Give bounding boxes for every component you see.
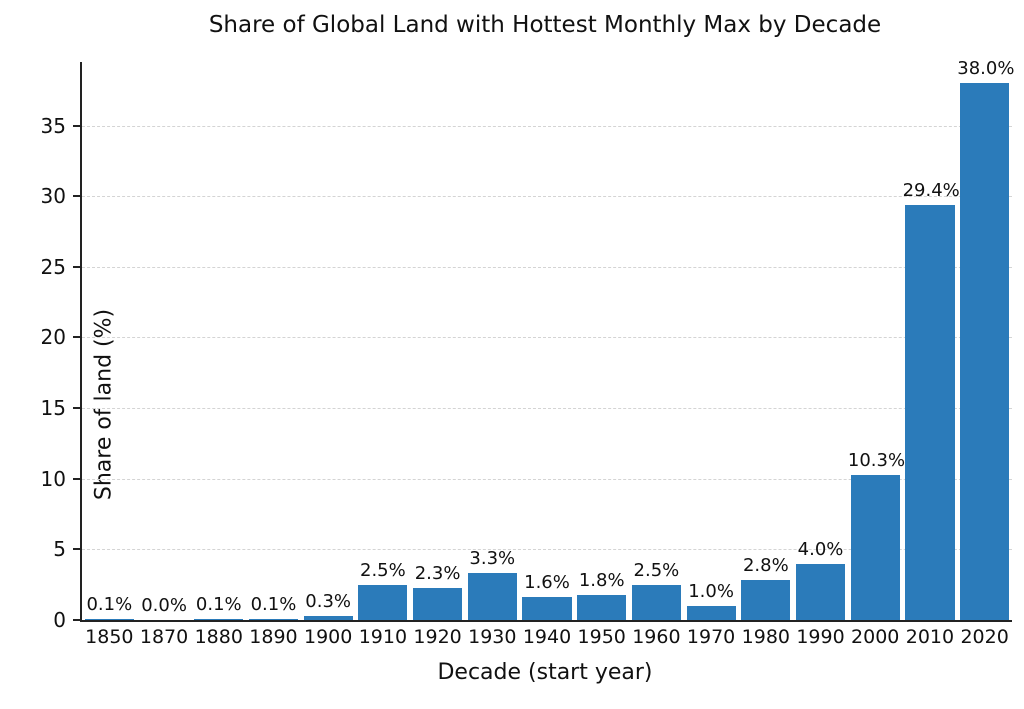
bar-value-label: 4.0%	[797, 538, 844, 560]
x-tick-label: 1870	[139, 626, 189, 648]
bar	[412, 587, 463, 620]
bar-value-label: 2.3%	[414, 562, 461, 584]
y-gridline	[82, 196, 1012, 198]
bar	[577, 594, 627, 620]
bar	[631, 584, 682, 620]
bar-value-label: 38.0%	[957, 58, 1015, 80]
plot-area: Share of land (%) 0 5 10 15 20 25 30 35 0.1% 1850…	[41, 58, 1015, 648]
y-tick-label: 15	[40, 396, 66, 421]
x-tick-label: 2000	[851, 626, 900, 648]
bar-value-label: 10.3%	[847, 449, 906, 471]
y-tick-label: 20	[40, 325, 66, 350]
y-tick-label: 5	[53, 537, 66, 562]
y-tick-label: 0	[53, 608, 66, 632]
x-tick-label: 1920	[413, 626, 462, 648]
y-tick-mark	[73, 619, 80, 621]
y-gridline	[82, 478, 1012, 480]
x-tick-label: 1910	[358, 626, 408, 648]
bar	[795, 563, 846, 620]
bar	[467, 573, 517, 620]
bar-value-label: 1.6%	[524, 572, 570, 594]
x-tick-label: 1990	[796, 626, 845, 648]
bar	[686, 605, 736, 620]
y-gridline	[82, 408, 1012, 410]
y-tick-label: 35	[40, 113, 66, 138]
bar	[248, 618, 299, 620]
bar-value-label: 3.3%	[469, 548, 516, 570]
y-gridline	[82, 549, 1012, 551]
bar	[358, 584, 408, 620]
y-tick-mark	[73, 124, 80, 127]
y-axis-label: Share of land (%)	[91, 308, 117, 501]
bar-value-label: 2.8%	[742, 555, 789, 577]
x-tick-label: 1960	[632, 626, 681, 648]
bar	[741, 580, 791, 620]
bar-value-label: 0.1%	[250, 593, 297, 615]
x-tick-label: 1850	[85, 626, 134, 648]
x-tick-label: 1940	[522, 626, 572, 648]
y-gridline	[82, 266, 1012, 268]
bar-value-label: 0.1%	[86, 593, 133, 615]
x-tick-label: 1950	[577, 626, 626, 648]
x-tick-label: 2020	[960, 626, 1009, 648]
bar-value-label: 0.0%	[141, 595, 187, 616]
y-tick-mark	[73, 195, 80, 198]
x-tick-label: 1970	[686, 626, 736, 648]
bar	[522, 597, 572, 620]
bar-value-label: 2.5%	[360, 559, 406, 581]
x-tick-label: 1930	[468, 626, 517, 648]
x-axis-label: Decade (start year)	[437, 660, 653, 685]
x-tick-label: 2010	[905, 626, 955, 648]
y-gridline	[82, 337, 1012, 339]
x-tick-label: 1980	[741, 626, 790, 648]
y-tick-mark	[73, 336, 80, 339]
y-tick-mark	[73, 407, 80, 410]
y-tick-label: 10	[40, 466, 66, 491]
x-tick-label: 1890	[249, 626, 298, 648]
bar-value-label: 29.4%	[902, 179, 960, 201]
chart-title: Share of Global Land with Hottest Monthl…	[208, 12, 882, 38]
bar	[303, 615, 353, 620]
y-tick-mark	[73, 548, 80, 551]
y-tick-mark	[73, 265, 80, 268]
bar-value-label: 1.8%	[578, 569, 625, 591]
y-tick-label: 25	[40, 254, 66, 279]
y-tick-label: 30	[40, 184, 66, 209]
x-tick-label: 1900	[303, 626, 353, 648]
bar	[850, 474, 900, 620]
bar	[905, 204, 955, 620]
y-tick-mark	[73, 477, 80, 480]
y-gridline	[82, 125, 1012, 127]
bar-value-label: 2.5%	[633, 559, 680, 581]
bar	[194, 618, 244, 620]
bar-value-label: 0.1%	[195, 593, 242, 615]
bar	[960, 83, 1010, 620]
bar-value-label: 1.0%	[688, 580, 734, 602]
bar-value-label: 0.3%	[305, 590, 352, 612]
x-tick-label: 1880	[194, 626, 243, 648]
bar	[84, 618, 134, 620]
